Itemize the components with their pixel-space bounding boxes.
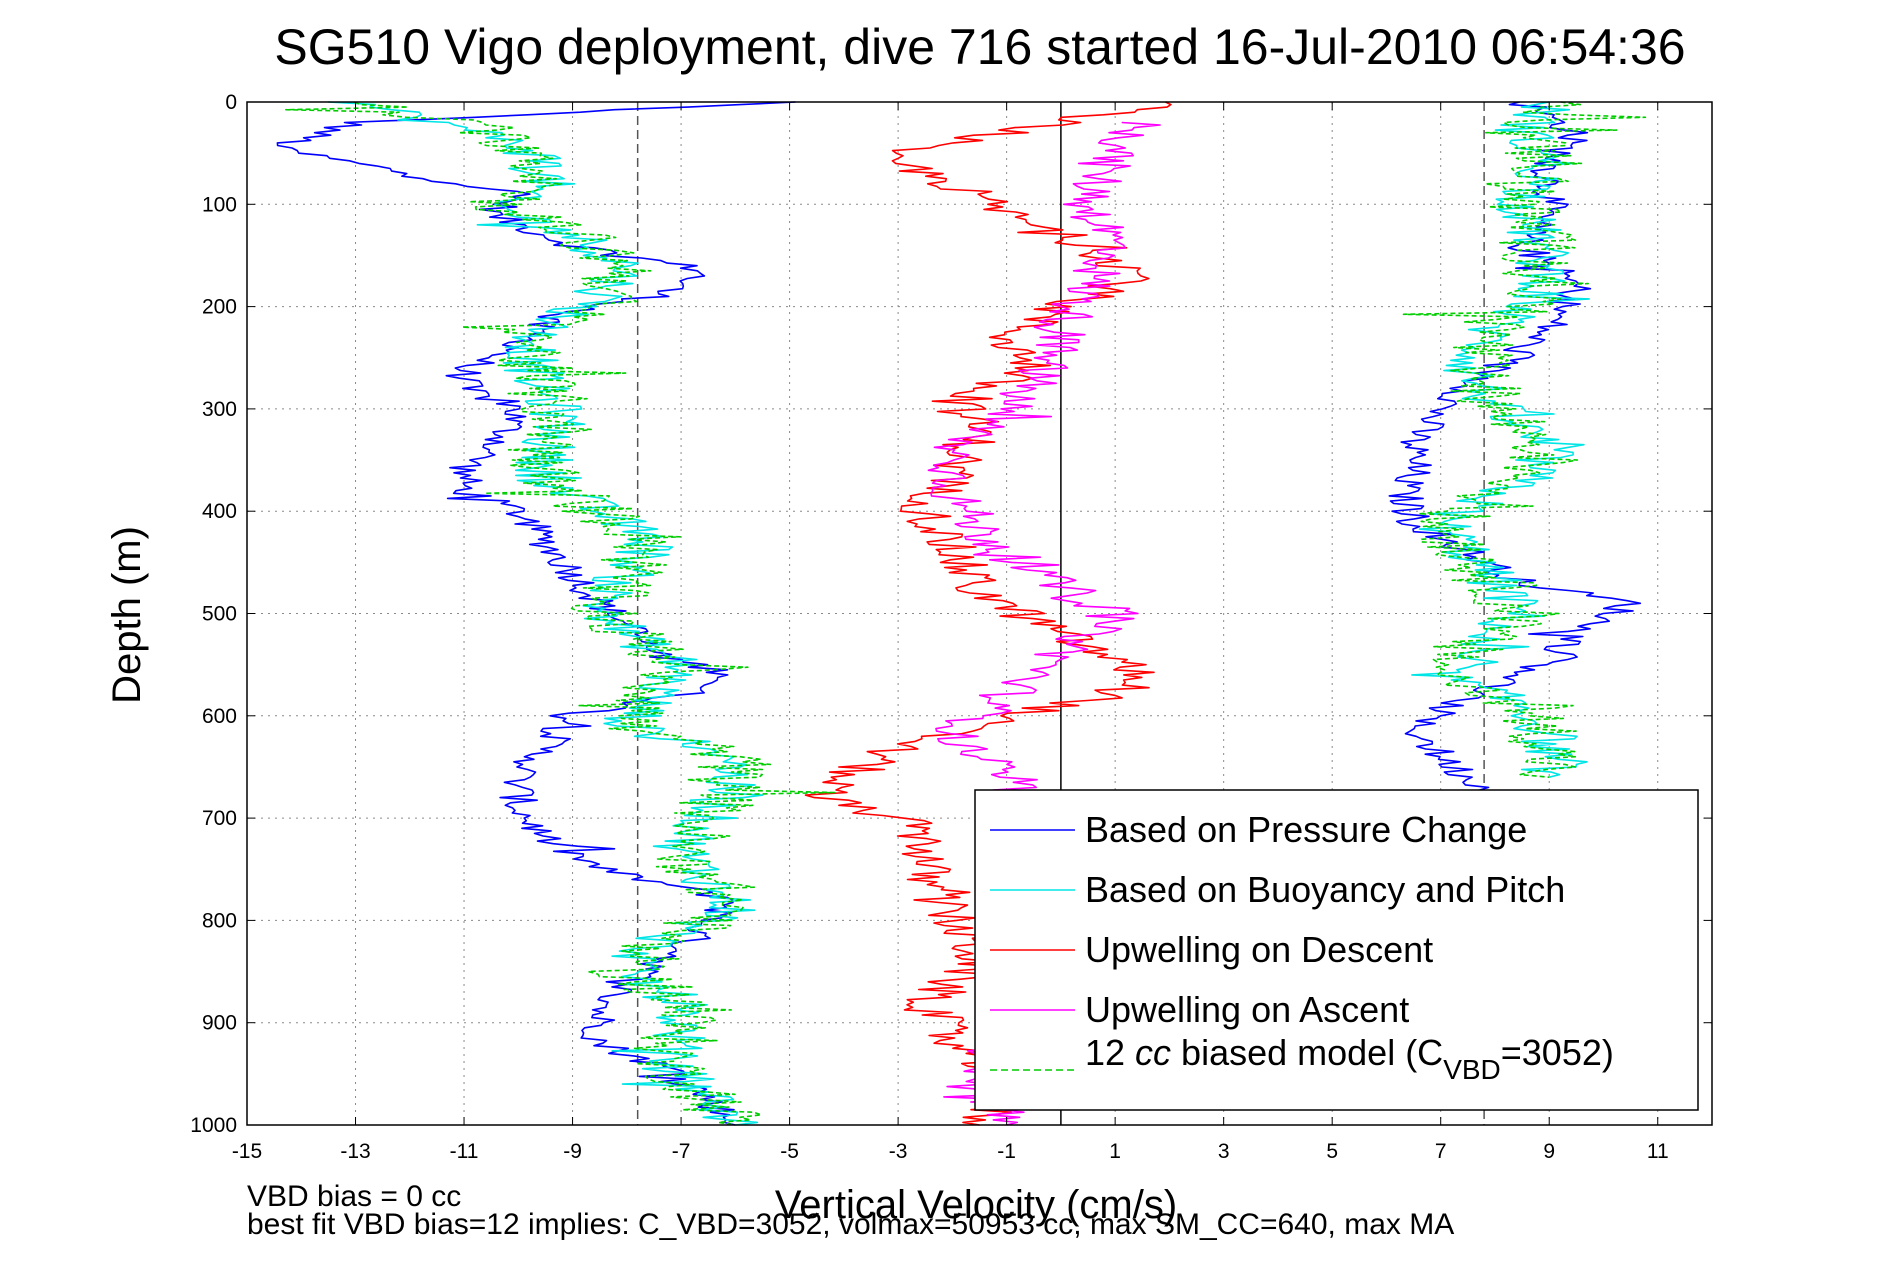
y-tick-label: 700 [202, 807, 237, 830]
y-tick-label: 200 [202, 296, 237, 319]
legend-label-part: biased model (C [1171, 1032, 1443, 1073]
x-tick-label: -5 [780, 1140, 799, 1163]
x-tick-label: -15 [232, 1140, 262, 1163]
y-tick-label: 500 [202, 603, 237, 626]
y-tick-label: 100 [202, 193, 237, 216]
x-tick-label: 1 [1109, 1140, 1121, 1163]
legend-label-part: cc [1135, 1032, 1171, 1073]
x-tick-label: -3 [889, 1140, 908, 1163]
x-tick-label: 5 [1326, 1140, 1338, 1163]
x-tick-label: 11 [1647, 1140, 1669, 1163]
y-tick-label: 800 [202, 909, 237, 932]
y-axis-ticks: 0 100 200 300 400 500 600 700 800 900 1000 [190, 91, 1712, 1137]
series-line [276, 101, 796, 1126]
x-axis-ticks: -15 -13 -11 -9 -7 -5 -3 -1 1 3 5 7 9 11 [232, 102, 1669, 1163]
legend-label-part: 12 [1085, 1032, 1135, 1073]
y-tick-label: 600 [202, 705, 237, 728]
series-line [804, 101, 1172, 1126]
y-tick-label: 300 [202, 398, 237, 421]
x-tick-label: -11 [450, 1140, 479, 1163]
legend-label-part: =3052) [1501, 1032, 1614, 1073]
best-fit-note: best fit VBD bias=12 implies: C_VBD=3052… [247, 1208, 1454, 1241]
plot-area [276, 101, 1647, 1126]
x-tick-label: -7 [672, 1140, 691, 1163]
series-line [285, 101, 836, 1126]
legend-label: Upwelling on Descent [1085, 929, 1433, 970]
y-axis-label: Depth (m) [105, 526, 149, 704]
vbd-bias-note: VBD bias = 0 cc [247, 1180, 461, 1213]
x-tick-label: 9 [1543, 1140, 1555, 1163]
chart-title: SG510 Vigo deployment, dive 716 started … [274, 19, 1685, 75]
legend-label: Based on Pressure Change [1085, 809, 1527, 850]
y-tick-label: 0 [225, 91, 237, 114]
legend-label: Upwelling on Ascent [1085, 989, 1409, 1030]
legend-label: Based on Buoyancy and Pitch [1085, 869, 1565, 910]
series-line [1402, 101, 1647, 778]
y-tick-label: 1000 [190, 1114, 237, 1137]
legend-label-subscript: VBD [1443, 1054, 1501, 1085]
x-tick-label: -1 [997, 1140, 1016, 1163]
x-axis-label: Vertical Velocity (cm/s) [775, 1183, 1177, 1227]
x-tick-label: 3 [1218, 1140, 1230, 1163]
legend-box [974, 789, 1699, 1111]
x-tick-label: -13 [340, 1140, 370, 1163]
legend-label: 12 cc biased model (CVBD=3052) [1085, 1032, 1614, 1085]
y-tick-label: 900 [202, 1012, 237, 1035]
x-tick-label: -9 [563, 1140, 582, 1163]
y-tick-label: 400 [202, 500, 237, 523]
series-line [1388, 101, 1642, 799]
x-tick-label: 7 [1435, 1140, 1447, 1163]
legend: Based on Pressure Change Based on Buoyanc… [974, 789, 1699, 1111]
